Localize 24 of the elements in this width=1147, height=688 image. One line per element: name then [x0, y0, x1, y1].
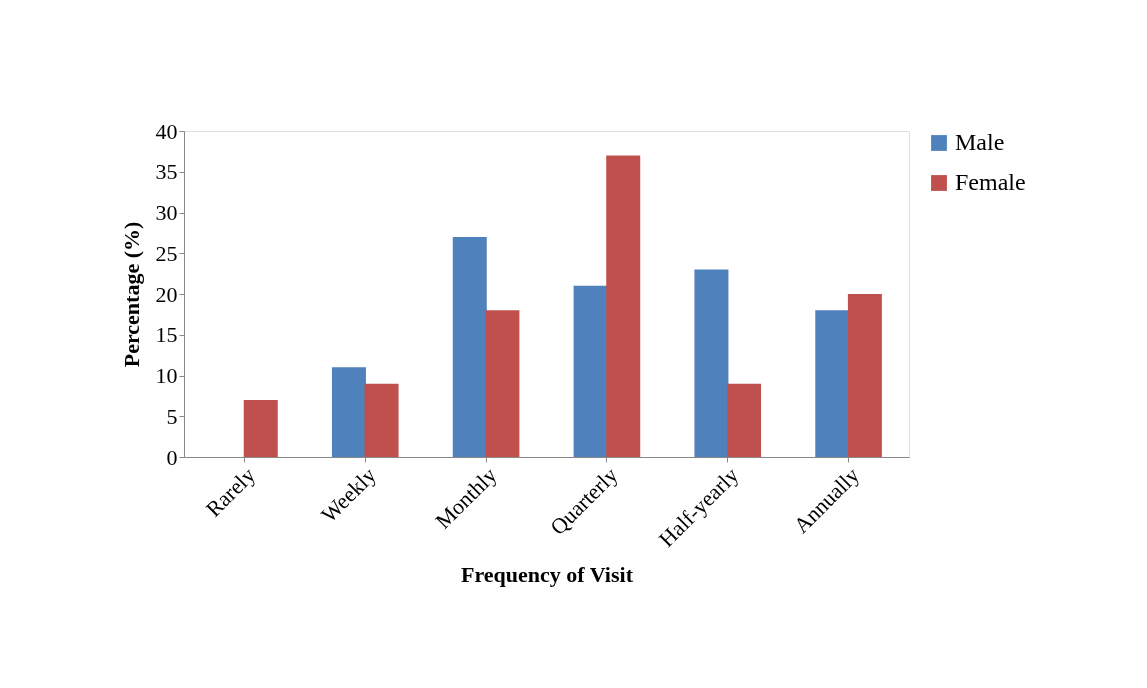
bar — [815, 310, 850, 457]
y-tick-label: 35 — [155, 159, 178, 185]
bar — [485, 310, 520, 457]
y-tick-label: 5 — [166, 403, 178, 429]
y-tick-label: 20 — [155, 281, 178, 307]
y-tick-label: 25 — [155, 240, 178, 266]
bar — [243, 399, 278, 457]
y-tick-label: 15 — [155, 322, 178, 348]
y-tick-label: 0 — [166, 444, 178, 470]
bar — [452, 236, 487, 457]
bar — [694, 269, 729, 457]
bar — [331, 367, 366, 457]
x-axis-title: Frequency of Visit — [461, 562, 634, 588]
bar — [847, 294, 882, 457]
legend-label: Female — [955, 169, 1026, 195]
y-tick-label: 40 — [155, 118, 178, 144]
y-axis-title: Percentage (%) — [118, 221, 144, 368]
legend-label: Male — [955, 129, 1005, 155]
bar — [573, 285, 608, 457]
bar — [727, 383, 762, 457]
y-tick-label: 30 — [155, 200, 178, 225]
bar — [606, 155, 641, 457]
bar — [364, 383, 399, 457]
y-tick-label: 10 — [155, 363, 178, 388]
